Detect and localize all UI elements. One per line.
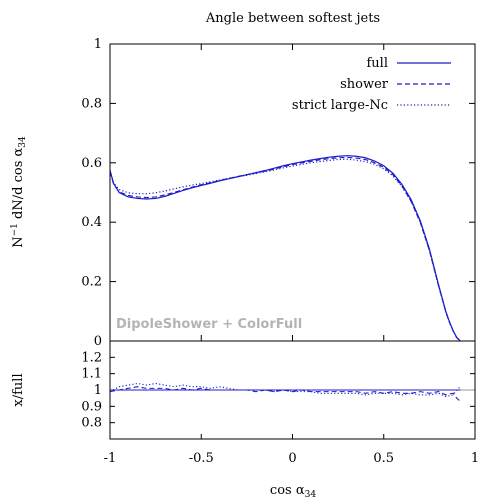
- main-y-tick-label: 0.6: [81, 156, 102, 171]
- ratio-series-line-1: [109, 386, 461, 402]
- ratio-panel: 0.80.911.11.2 x/full -1 -0.5 0 0.5 1 cos α34: [11, 340, 479, 500]
- x-tick-label: -1: [104, 451, 117, 466]
- x-tick-label: 0: [288, 451, 296, 466]
- x-tick-label: -0.5: [189, 451, 214, 466]
- main-annotation: DipoleShower + ColorFull: [116, 317, 302, 332]
- ratio-series: [109, 382, 461, 402]
- main-panel: 00.20.40.60.81 DipoleShower + ColorFull …: [10, 37, 476, 349]
- legend: full shower strict large-Nc: [292, 56, 451, 113]
- main-series-line-0: [109, 155, 461, 342]
- ratio-frame: [109, 340, 476, 440]
- ratio-y-tick-label: 1.1: [81, 367, 102, 382]
- main-frame: [109, 43, 476, 342]
- main-y-tick-label: 0: [94, 334, 102, 349]
- main-y-tick-label: 0.8: [81, 96, 102, 111]
- x-tick-labels: -1 -0.5 0 0.5 1: [104, 451, 479, 466]
- ratio-y-tick-label: 0.8: [81, 416, 102, 431]
- main-gridlines: 0 0.2 0.4 0.6 0.8 1: [81, 37, 476, 349]
- main-series: [109, 155, 461, 342]
- chart-title: Angle between softest jets: [205, 11, 380, 26]
- legend-label-0: full: [367, 56, 389, 71]
- main-y-tick-label: 1: [94, 37, 102, 52]
- x-tick-label: 0.5: [373, 451, 394, 466]
- ratio-y-tick-label: 1: [94, 383, 102, 398]
- x-tick-label: 1: [471, 451, 479, 466]
- legend-label-2: strict large-Nc: [292, 98, 388, 113]
- ratio-y-axis-label: x/full: [11, 373, 26, 406]
- x-axis-label: cos α34: [270, 483, 316, 500]
- main-series-line-2: [109, 158, 461, 342]
- main-series-line-1: [109, 156, 461, 342]
- main-y-tick-label: 0.2: [81, 275, 102, 290]
- legend-label-1: shower: [340, 77, 389, 92]
- ratio-y-tick-label: 1.2: [81, 350, 102, 365]
- main-y-tick-label: 0.4: [81, 215, 102, 230]
- ratio-y-tick-label: 0.9: [81, 399, 102, 414]
- main-y-axis-label: N−1 dN/d cos α34: [10, 136, 28, 248]
